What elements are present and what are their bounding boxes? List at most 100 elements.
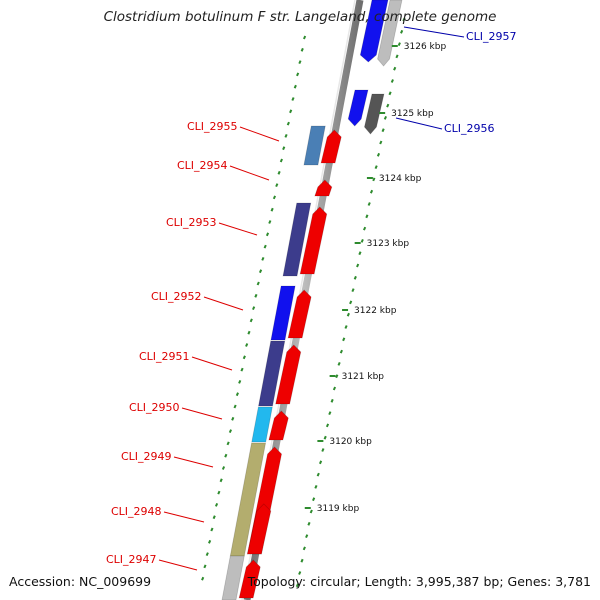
gene-cli-2954[interactable]	[314, 179, 333, 197]
tick-mark-right	[351, 288, 355, 292]
gene-label-cli-2948: CLI_2948	[111, 505, 162, 518]
tick-mark-right	[395, 54, 399, 59]
tick-mark-right	[325, 423, 330, 428]
scale-label: 3125 kbp	[391, 109, 434, 119]
gene-label-cli-2956: CLI_2956	[444, 122, 495, 135]
tick-mark-right	[309, 509, 313, 514]
map-title: Clostridium botulinum F str. Langeland, …	[103, 9, 497, 25]
tick-mark-right	[367, 202, 371, 206]
tick-mark-right	[381, 128, 385, 133]
leader-line	[191, 356, 233, 371]
tick-mark-right	[305, 534, 309, 538]
tick-mark-right	[321, 448, 325, 452]
tick-mark-left	[208, 539, 212, 544]
accession-label: Accession: NC_009699	[9, 574, 152, 589]
gene-cli-2955[interactable]	[320, 129, 342, 164]
tick-mark-left	[268, 220, 272, 224]
tick-mark-left	[205, 552, 209, 556]
tick-mark-left	[217, 490, 221, 495]
gene-cli-2952-product[interactable]	[270, 285, 296, 341]
tick-mark-left	[219, 478, 223, 483]
gene-label-cli-2957: CLI_2957	[466, 30, 517, 43]
gene-cli-2956-cds[interactable]	[364, 93, 385, 135]
topology-label: Topology: circular; Length: 3,995,387 bp…	[247, 574, 591, 589]
tick-mark-right	[302, 546, 306, 551]
scale-label: 3122 kbp	[354, 306, 397, 316]
gene-cli-2951[interactable]	[275, 344, 302, 405]
tick-mark-right	[397, 42, 401, 46]
tick-mark-right	[314, 485, 318, 489]
tick-mark-left	[245, 343, 249, 347]
tick-mark-right	[328, 411, 332, 415]
tick-mark-right	[332, 386, 337, 391]
tick-mark-right	[298, 571, 302, 575]
tick-mark-left	[284, 134, 288, 138]
tick-mark-right	[372, 177, 376, 182]
leader-line	[203, 296, 244, 311]
gene-cli-2949-product[interactable]	[229, 442, 267, 557]
tick-mark-right	[337, 362, 341, 366]
tick-mark-left	[203, 564, 207, 569]
tick-mark-left	[261, 257, 265, 261]
tick-mark-right	[349, 300, 353, 305]
tick-mark-right	[316, 472, 320, 477]
tick-mark-left	[247, 330, 251, 335]
leader-line	[403, 26, 465, 38]
scale-label: 3120 kbp	[329, 437, 372, 447]
tick-mark-right	[356, 263, 360, 268]
gene-label-cli-2954: CLI_2954	[177, 159, 228, 172]
gene-cli-2947-product[interactable]	[221, 555, 245, 600]
gene-cli-2955-product[interactable]	[303, 125, 326, 166]
gene-cli-2953-product[interactable]	[282, 202, 312, 277]
tick-mark-left	[201, 576, 205, 581]
leader-line	[163, 511, 205, 523]
leader-line	[218, 222, 258, 236]
tick-mark-left	[231, 416, 235, 421]
gene-cli-2957-cds[interactable]	[377, 0, 403, 67]
tick-mark-right	[379, 140, 383, 145]
scale-label: 3126 kbp	[404, 42, 447, 52]
tick-mark-right	[330, 398, 334, 403]
gene-label-cli-2952: CLI_2952	[151, 290, 202, 303]
tick-mark-right	[400, 29, 404, 34]
gene-label-cli-2947: CLI_2947	[106, 553, 157, 566]
tick-mark-left	[235, 392, 239, 397]
tick-mark-left	[300, 47, 304, 52]
tick-mark-right	[402, 17, 406, 22]
gene-cli-2950[interactable]	[268, 410, 289, 441]
tick-mark-left	[212, 515, 216, 520]
gene-cli-2948[interactable]	[246, 503, 272, 555]
gene-cli-2947[interactable]	[238, 559, 261, 599]
gene-cli-2956[interactable]	[347, 89, 369, 127]
gene-label-cli-2955: CLI_2955	[187, 120, 238, 133]
tick-mark-left	[221, 466, 226, 470]
gene-cli-2957[interactable]	[359, 0, 389, 63]
tick-mark-left	[293, 84, 297, 89]
tick-mark-right	[376, 152, 381, 157]
tick-mark-left	[256, 281, 260, 286]
leader-line	[173, 456, 214, 468]
tick-mark-right	[312, 497, 316, 502]
gene-cli-2951-product[interactable]	[258, 340, 286, 407]
tick-mark-left	[277, 170, 281, 175]
tick-mark-left	[275, 183, 279, 187]
gene-cli-2952[interactable]	[287, 289, 312, 339]
tick-mark-right	[295, 583, 299, 588]
tick-mark-right	[390, 79, 394, 83]
tick-mark-left	[286, 121, 290, 126]
tick-mark-left	[279, 158, 283, 163]
tick-mark-left	[238, 380, 242, 384]
tick-mark-left	[224, 453, 228, 458]
gene-cli-2950-product[interactable]	[251, 406, 273, 443]
tick-mark-right	[386, 103, 390, 108]
tick-mark-right	[363, 226, 367, 231]
scale-label: 3123 kbp	[367, 239, 410, 249]
tick-mark-left	[214, 503, 219, 507]
leader-line	[395, 117, 443, 130]
tick-mark-left	[272, 195, 277, 200]
gene-cli-2953[interactable]	[299, 206, 328, 275]
tick-mark-left	[249, 318, 253, 323]
tick-mark-right	[353, 275, 357, 280]
tick-mark-left	[258, 269, 263, 274]
